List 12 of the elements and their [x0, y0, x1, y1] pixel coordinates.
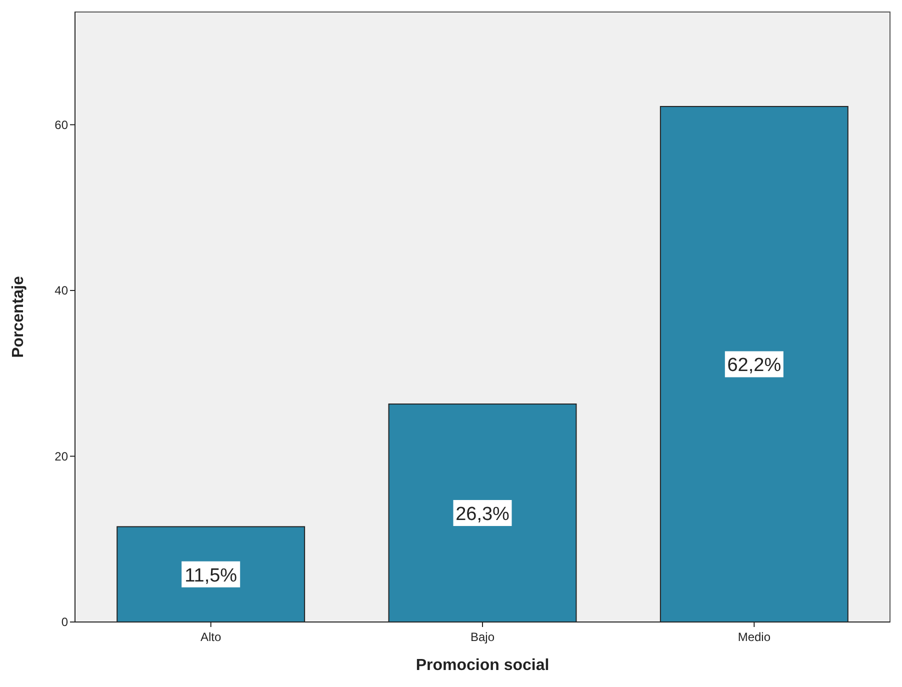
- y-tick-label: 0: [61, 615, 68, 630]
- x-tick-label: Bajo: [470, 630, 495, 644]
- x-tick-label: Medio: [738, 630, 771, 644]
- y-tick-label: 60: [54, 118, 68, 132]
- y-tick-label: 40: [54, 284, 68, 298]
- x-axis-title: Promocion social: [416, 657, 550, 674]
- y-axis-title: Porcentaje: [10, 276, 27, 358]
- data-label: 62,2%: [727, 355, 782, 376]
- data-label: 26,3%: [456, 504, 510, 526]
- data-label: 11,5%: [184, 565, 238, 586]
- y-tick-label: 20: [54, 449, 68, 464]
- x-tick-label: Alto: [200, 630, 222, 644]
